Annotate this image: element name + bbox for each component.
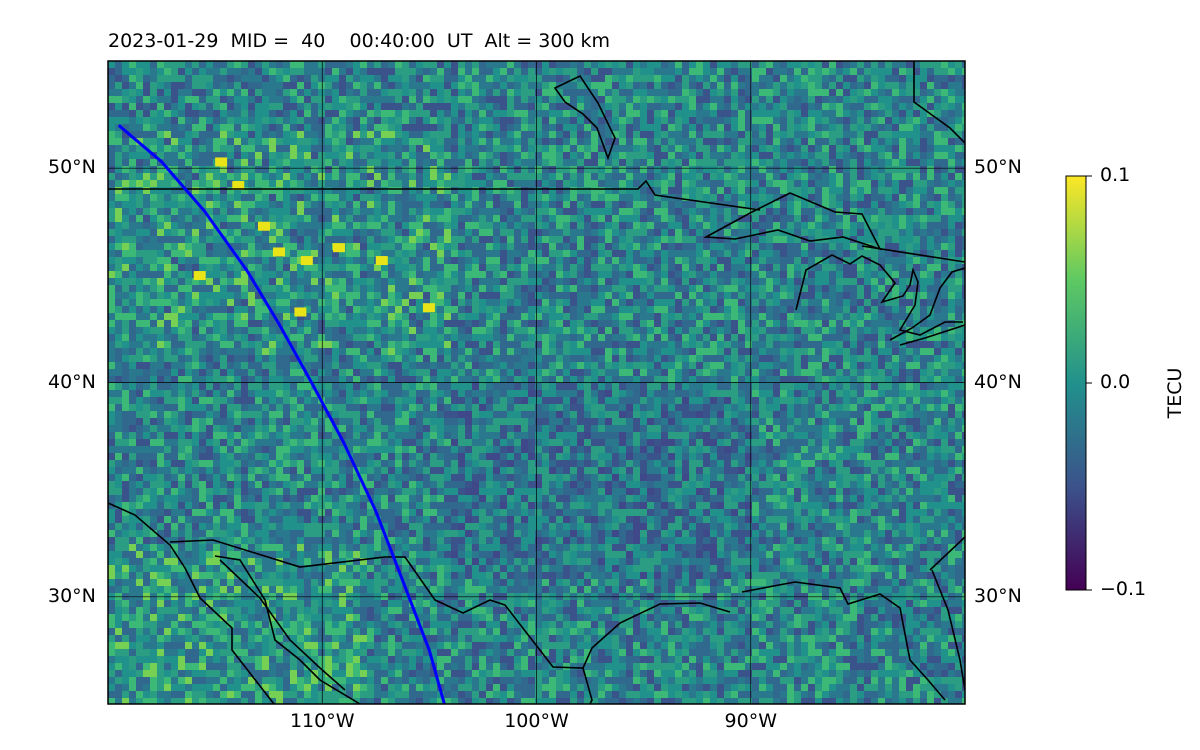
map-title: 2023-01-29 MID = 40 00:40:00 UT Alt = 30… — [108, 30, 611, 52]
colorbar — [1065, 175, 1087, 591]
satellite-track — [117, 124, 446, 705]
lake-ontario — [899, 324, 965, 346]
lat-tick-label-right: 30°N — [974, 584, 1022, 607]
tec-heatmap — [108, 61, 965, 704]
coastlines-and-borders — [108, 61, 965, 704]
colorbar-tick-label: 0.0 — [1100, 371, 1131, 393]
baja-california — [108, 502, 275, 704]
lon-tick-label: 110°W — [289, 710, 355, 732]
colorbar-tick-label: −0.1 — [1100, 578, 1147, 600]
lon-tick-label: 90°W — [724, 710, 777, 732]
us-canada-border — [108, 179, 761, 211]
mexico-gulf-coast — [582, 667, 593, 704]
colorbar-ticks — [1086, 175, 1092, 591]
colorbar-tick-label: 0.1 — [1100, 164, 1131, 186]
lat-tick-label-left: 30°N — [48, 584, 96, 607]
lake-huron-erie — [889, 267, 965, 341]
map-frame — [107, 60, 966, 705]
lat-tick-label-left: 50°N — [48, 156, 96, 179]
mexico-west-coast — [219, 559, 346, 691]
lat-tick-label-right: 40°N — [974, 370, 1022, 393]
florida-coast — [929, 536, 965, 571]
canada-lakes-border — [861, 245, 965, 263]
lat-tick-label-right: 50°N — [974, 156, 1022, 179]
hudson-bay-coast — [913, 61, 965, 144]
graticule — [108, 61, 965, 704]
us-mexico-border — [169, 539, 731, 669]
baja-gulf-coast — [214, 555, 361, 704]
northern-lake-outline — [553, 74, 616, 161]
florida-east-coast — [931, 569, 965, 691]
colorbar-label: TECU — [1164, 367, 1186, 419]
lat-tick-label-left: 40°N — [48, 370, 96, 393]
lon-tick-label: 100°W — [504, 710, 569, 732]
gulf-coast — [741, 581, 946, 701]
